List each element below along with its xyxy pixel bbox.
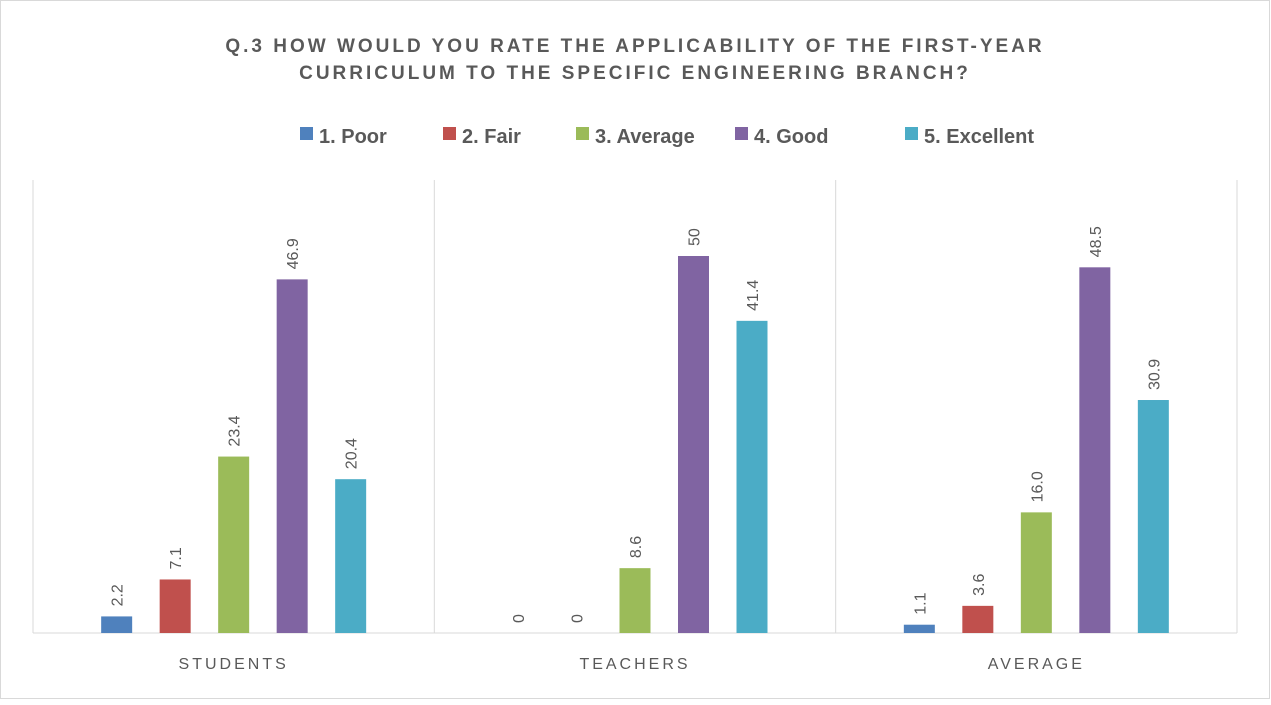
data-label: 48.5 bbox=[1088, 226, 1105, 257]
bar-average-1 bbox=[903, 624, 935, 633]
legend-label-3: 3. Average bbox=[595, 126, 695, 148]
bar-average-4 bbox=[1079, 267, 1111, 633]
data-label: 41.4 bbox=[745, 280, 762, 311]
legend-swatch-4 bbox=[735, 127, 748, 140]
category-label-average: AVERAGE bbox=[988, 656, 1085, 673]
legend: 1. Poor 2. Fair 3. Average 4. Good 5. Excell… bbox=[300, 126, 1034, 148]
category-label-teachers: TEACHERS bbox=[579, 656, 690, 673]
bar-students-4 bbox=[276, 279, 308, 633]
legend-label-2: 2. Fair bbox=[462, 126, 521, 148]
chart-title-line-1: Q.3 HOW WOULD YOU RATE THE APPLICABILITY… bbox=[225, 36, 1044, 57]
legend-label-1: 1. Poor bbox=[319, 126, 387, 148]
data-label: 20.4 bbox=[344, 438, 361, 469]
bars: 2.2 7.1 23.4 46.9 20.4 0 0 8.6 50 41.4 1.1 3.6 16.0 4… bbox=[101, 226, 1169, 633]
category-axis: STUDENTS TEACHERS AVERAGE bbox=[179, 656, 1085, 673]
data-label: 7.1 bbox=[168, 547, 185, 569]
data-label: 46.9 bbox=[285, 238, 302, 269]
data-label: 0 bbox=[570, 614, 587, 623]
data-label: 0 bbox=[511, 614, 528, 623]
legend-label-4: 4. Good bbox=[754, 126, 828, 148]
bar-average-5 bbox=[1137, 400, 1169, 633]
bar-average-3 bbox=[1020, 512, 1052, 633]
data-label: 2.2 bbox=[110, 584, 127, 606]
legend-swatch-2 bbox=[443, 127, 456, 140]
bar-students-2 bbox=[159, 579, 191, 633]
chart-title-line-2: CURRICULUM TO THE SPECIFIC ENGINEERING B… bbox=[299, 63, 971, 84]
data-label: 16.0 bbox=[1029, 471, 1046, 502]
data-label: 8.6 bbox=[628, 536, 645, 558]
legend-label-5: 5. Excellent bbox=[924, 126, 1034, 148]
data-label: 23.4 bbox=[227, 415, 244, 446]
bar-students-3 bbox=[218, 456, 250, 633]
bar-students-1 bbox=[101, 616, 133, 633]
legend-swatch-5 bbox=[905, 127, 918, 140]
category-label-students: STUDENTS bbox=[179, 656, 289, 673]
bar-teachers-4 bbox=[678, 256, 709, 633]
bar-average-2 bbox=[962, 605, 994, 633]
legend-swatch-1 bbox=[300, 127, 313, 140]
bar-teachers-3 bbox=[619, 568, 651, 633]
bar-teachers-5 bbox=[736, 320, 768, 633]
data-label: 50 bbox=[687, 228, 704, 246]
legend-swatch-3 bbox=[576, 127, 589, 140]
data-label: 30.9 bbox=[1146, 359, 1163, 390]
data-label: 1.1 bbox=[912, 592, 929, 614]
data-label: 3.6 bbox=[971, 574, 988, 596]
bar-students-5 bbox=[335, 479, 367, 633]
